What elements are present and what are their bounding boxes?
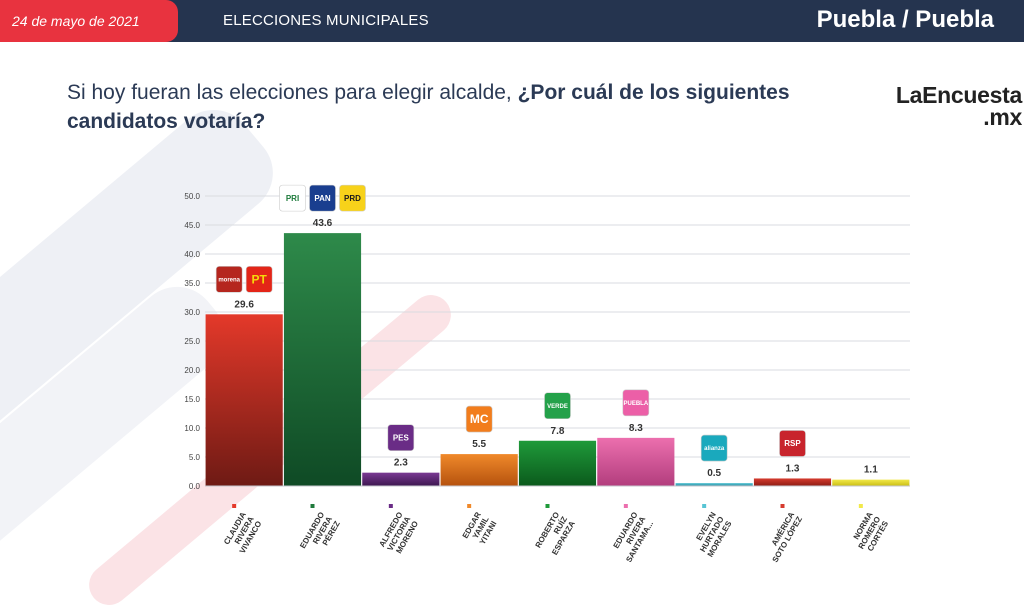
bar-value-label: 43.6 (313, 218, 333, 229)
category-label: NORMAROMEROCORTÉS (849, 510, 891, 555)
category-label: CLAUDIARIVERAVIVANCO (222, 510, 263, 555)
category-marker (858, 504, 863, 508)
party-logo-box (339, 184, 366, 212)
y-tick-label: 35.0 (184, 279, 200, 288)
party-logo: RSP (779, 430, 806, 457)
party-logo-label: alianza (704, 446, 725, 452)
party-logo-label: VERDE (547, 404, 568, 410)
party-logo: VERDE (544, 392, 571, 420)
category-marker (780, 504, 785, 508)
bar-value-label: 1.3 (786, 463, 800, 474)
category-label: EDUARDORIVERASANTAMA... (609, 510, 656, 564)
bar (832, 479, 910, 486)
y-tick-label: 50.0 (184, 192, 200, 201)
category-marker (623, 504, 628, 508)
bar-value-label: 7.8 (551, 426, 565, 437)
category-label: EDUARDORIVERAPÉREZ (298, 510, 342, 559)
question-lead: Si hoy fueran las elecciones para elegir… (67, 81, 512, 104)
bar-value-label: 5.5 (472, 439, 486, 450)
category-marker (702, 504, 707, 508)
party-logo: PES (387, 424, 415, 451)
y-tick-label: 0.0 (189, 482, 201, 491)
bar (675, 483, 753, 486)
party-logo-label: MC (470, 412, 489, 426)
category-marker (310, 504, 315, 508)
brand-logo: LaEncuesta .mx (876, 82, 1022, 130)
party-logo-box (465, 405, 493, 433)
party-logo-label: PAN (314, 194, 331, 203)
party-logo-label: PES (393, 433, 410, 442)
question-main: ¿Por cuál de los siguientes candidatos v… (67, 81, 790, 133)
party-logo-box (245, 266, 273, 293)
bar-chart: 0.0 5.0 10.0 15.0 20.0 25.0 30.0 35.0 40.0 45.0 50… (184, 184, 910, 564)
party-logo-box (309, 184, 336, 212)
category-label: EDGARYAMILYITANI (461, 510, 499, 549)
party-logo-box (279, 184, 306, 212)
header-bar: 24 de mayo de 2021 ELECCIONES MUNICIPALE… (0, 0, 1024, 42)
party-logo: morena (215, 266, 243, 293)
bar-value-label: 29.6 (234, 299, 254, 310)
y-tick-label: 25.0 (184, 337, 200, 346)
party-logo-box (215, 266, 243, 293)
category-marker (545, 504, 550, 508)
party-logo-box (622, 389, 650, 417)
y-tick-label: 20.0 (184, 366, 200, 375)
party-logo: PRI (279, 184, 306, 212)
bar-value-label: 0.5 (707, 468, 721, 479)
party-logo-label: morena (218, 277, 240, 283)
location-title: Puebla / Puebla (816, 6, 994, 33)
bar (597, 437, 675, 486)
bar (753, 478, 832, 486)
brand-name: LaEncuesta (895, 82, 1022, 108)
survey-question: Si hoy fueran las elecciones para elegir… (67, 78, 867, 136)
bar (205, 314, 283, 486)
bar-value-label: 2.3 (394, 458, 408, 469)
y-tick-label: 5.0 (189, 453, 201, 462)
y-tick-label: 10.0 (184, 424, 200, 433)
category-marker (467, 504, 472, 508)
category-label: ALFREDOVICTORIAMORENO (377, 510, 420, 557)
bar (518, 440, 597, 486)
party-logo-box (544, 392, 571, 420)
party-logo-label: PT (251, 272, 267, 286)
y-tick-label: 30.0 (184, 308, 200, 317)
category-marker (232, 504, 237, 508)
y-tick-label: 45.0 (184, 221, 200, 230)
section-title: ELECCIONES MUNICIPALES (223, 12, 429, 29)
header-date: 24 de mayo de 2021 (12, 13, 140, 29)
party-logo: PT (245, 266, 273, 293)
bar (440, 454, 518, 486)
party-logo-label: RSP (784, 439, 801, 448)
date-tab: 24 de mayo de 2021 (0, 0, 178, 42)
bar-value-label: 8.3 (629, 423, 643, 434)
bar-value-label: 1.1 (864, 465, 878, 476)
brand-suffix: .mx (983, 104, 1022, 130)
party-logo-label: PUEBLA (623, 401, 648, 407)
party-logo-label: PRI (286, 194, 299, 203)
party-logo-box (779, 430, 806, 457)
bar (283, 233, 362, 486)
party-logo: alianza (700, 434, 728, 462)
y-tick-label: 15.0 (184, 395, 200, 404)
party-logo-label: PRD (344, 194, 361, 203)
bar (362, 472, 440, 486)
party-logo-box (700, 434, 728, 462)
party-logo-box (387, 424, 415, 451)
y-tick-label: 40.0 (184, 250, 200, 259)
category-label: AMÉRICASOTO LÓPEZ (763, 510, 804, 564)
category-label: ROBERTORUÍZESPARZA (534, 510, 577, 558)
party-logo: MC (465, 405, 493, 433)
party-logo: PRD (339, 184, 366, 212)
category-marker (388, 504, 393, 508)
party-logo: PUEBLA (622, 389, 650, 417)
party-logo: PAN (309, 184, 336, 212)
category-label: EVELYNHURTADOMORALES (690, 510, 734, 559)
